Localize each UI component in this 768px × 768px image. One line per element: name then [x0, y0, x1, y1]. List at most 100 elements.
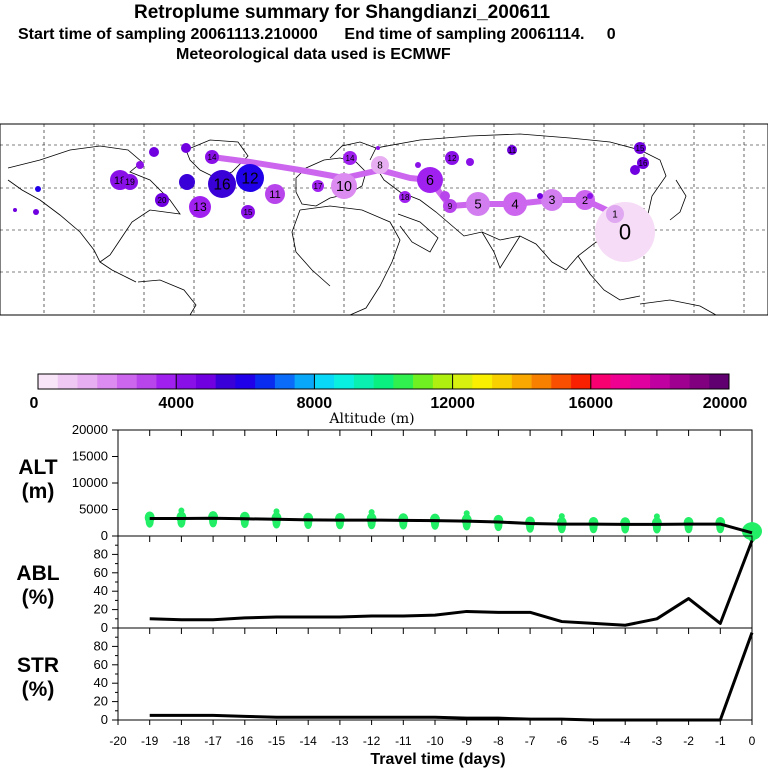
coast-india — [481, 231, 521, 269]
plume-blob — [265, 184, 285, 204]
x-tick-label: -17 — [204, 734, 222, 748]
x-tick-label: -5 — [588, 734, 599, 748]
colorbar-swatch — [77, 374, 98, 389]
time-series-panels: 20000150001000050000ALT(m)806040200ABL(%… — [16, 422, 762, 768]
plume-day-label: 6 — [426, 173, 434, 189]
plume-day-label: 9 — [448, 202, 453, 211]
coast-central-america — [99, 261, 137, 283]
altitude-point — [368, 509, 375, 516]
colorbar-swatch — [432, 374, 453, 389]
x-tick-label: -12 — [363, 734, 381, 748]
plume-blob — [637, 157, 649, 169]
altitude-point — [558, 513, 565, 520]
plume-day-label: 0 — [619, 220, 631, 245]
colorbar-label: Altitude (m) — [328, 411, 414, 427]
x-tick-label: -3 — [652, 734, 663, 748]
plume-day-label: 16 — [213, 176, 230, 193]
colorbar-tick-label: 0 — [30, 395, 39, 412]
altitude-colorbar: 0 4000 8000 12000 16000 20000 — [30, 373, 748, 412]
colorbar-swatch — [531, 374, 552, 389]
y-tick-label: 40 — [94, 675, 108, 690]
plume-day-label: 1 — [612, 209, 618, 220]
colorbar-swatch — [195, 374, 216, 389]
colorbar-swatch — [136, 374, 157, 389]
colorbar-swatch — [452, 374, 473, 389]
plume-day-label: 11 — [508, 146, 517, 155]
altitude-point — [653, 513, 660, 520]
coast-scandinavia — [329, 141, 377, 161]
panel-frame — [117, 627, 753, 721]
colorbar-swatch — [294, 374, 315, 389]
plume-blob — [371, 156, 389, 174]
plume-day-label: 14 — [208, 153, 217, 162]
plume-blob — [241, 205, 255, 219]
plume-day-label: 2 — [582, 195, 588, 207]
plume-blob — [417, 167, 443, 193]
colorbar-swatch — [551, 374, 572, 389]
altitude-point — [178, 507, 185, 514]
colorbar-swatch — [116, 374, 138, 389]
x-tick-label: -4 — [620, 734, 631, 748]
x-tick-label: -8 — [493, 734, 504, 748]
colorbar-swatch — [235, 374, 256, 389]
panel-alt: 20000 15000 10000 5000 0 ALT(m) — [18, 422, 762, 543]
colorbar-swatch — [353, 374, 374, 389]
plume-day-label: 15 — [244, 208, 253, 217]
colorbar-swatch — [630, 374, 651, 389]
colorbar-swatch — [571, 374, 592, 389]
x-tick-label: -19 — [141, 734, 159, 748]
colorbar-swatch — [511, 374, 532, 389]
plume-blob — [507, 145, 517, 155]
x-tick-label: -6 — [556, 734, 567, 748]
series-line-str — [149, 632, 754, 722]
y-tick-label: 20 — [94, 694, 108, 709]
panel-ylabel: ABL — [16, 562, 59, 585]
plume-day-label: 14 — [346, 154, 355, 163]
plume-blob — [466, 192, 490, 216]
plume-blob — [399, 191, 411, 203]
plume-day-label: 15 — [636, 144, 645, 153]
plume-blob — [466, 158, 474, 166]
y-tick-label: 0 — [101, 528, 108, 543]
met-data-subtitle: Meteorological data used is ECMWF — [176, 46, 451, 63]
colorbar-tick-label: 20000 — [703, 395, 748, 412]
x-tick-label: -11 — [395, 734, 412, 748]
colorbar-frame — [37, 373, 730, 390]
coast-africa — [291, 205, 401, 316]
colorbar-swatch — [176, 374, 197, 389]
plume-day-label: 12 — [448, 154, 457, 163]
colorbar-swatch — [413, 374, 434, 389]
colorbar-swatch — [38, 374, 59, 389]
x-tick-label: -18 — [173, 734, 191, 748]
colorbar-swatch — [709, 374, 730, 389]
colorbar-swatch — [274, 374, 295, 389]
x-tick-label: -7 — [525, 734, 536, 748]
plume-blob — [35, 186, 41, 192]
panel-ylabel: STR — [17, 654, 59, 677]
plume-blob — [312, 180, 324, 192]
colorbar-swatch — [669, 374, 690, 389]
colorbar-swatch — [255, 374, 276, 389]
y-tick-label: 60 — [94, 657, 108, 672]
y-tick-label: 0 — [101, 620, 108, 635]
colorbar-tick-label: 4000 — [158, 395, 194, 412]
colorbar-swatch — [97, 374, 118, 389]
x-axis-label: Travel time (days) — [370, 751, 505, 768]
plume-day-label: 5 — [474, 197, 481, 212]
coast-europe — [295, 157, 367, 207]
colorbar-tick-label: 12000 — [430, 395, 475, 412]
plume-day-label: 12 — [241, 170, 258, 187]
plume-day-label: 18 — [401, 193, 410, 202]
colorbar-swatch — [650, 374, 671, 389]
plume-day-label: 17 — [314, 182, 323, 191]
plume-blob — [136, 161, 144, 169]
y-tick-label: 40 — [94, 583, 108, 598]
x-tick-label: -20 — [109, 734, 127, 748]
colorbar-swatch — [393, 374, 414, 389]
plume-day-label: 20 — [158, 196, 167, 205]
colorbar-swatch — [314, 374, 335, 389]
plume-blob — [630, 165, 640, 175]
